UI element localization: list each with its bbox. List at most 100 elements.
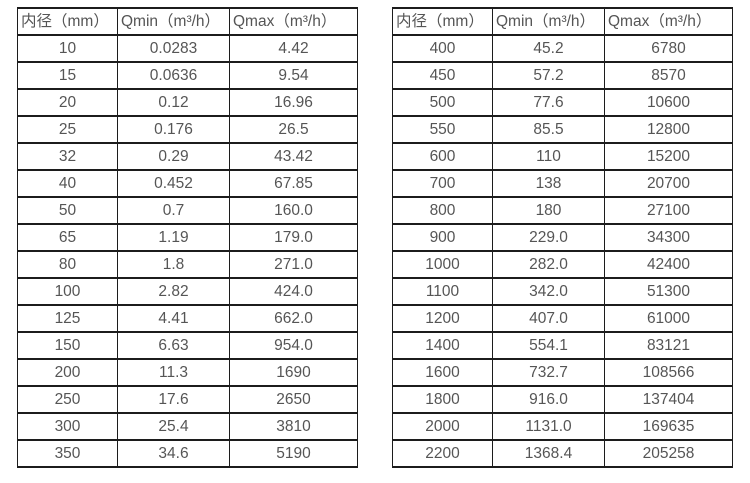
qmin-cell: 180 bbox=[492, 196, 605, 225]
table-row: 800 180 27100 bbox=[392, 196, 733, 225]
diameter-cell: 10 bbox=[17, 34, 118, 63]
qmax-cell: 67.85 bbox=[229, 169, 358, 198]
qmin-cell: 0.0283 bbox=[117, 34, 230, 63]
diameter-cell: 50 bbox=[17, 196, 118, 225]
qmax-cell: 160.0 bbox=[229, 196, 358, 225]
spec-table-right: 内径（mm） Qmin（m³/h） Qmax（m³/h） 400 45.2 6780… bbox=[392, 7, 733, 468]
header-row: 内径（mm） Qmin（m³/h） Qmax（m³/h） bbox=[392, 7, 733, 36]
qmin-cell: 2.82 bbox=[117, 277, 230, 306]
qmin-cell: 0.176 bbox=[117, 115, 230, 144]
qmax-cell: 51300 bbox=[604, 277, 733, 306]
diameter-cell: 40 bbox=[17, 169, 118, 198]
diameter-cell: 32 bbox=[17, 142, 118, 171]
qmax-cell: 8570 bbox=[604, 61, 733, 90]
qmin-cell: 1368.4 bbox=[492, 439, 605, 468]
diameter-cell: 900 bbox=[392, 223, 493, 252]
diameter-cell: 600 bbox=[392, 142, 493, 171]
table-row: 1800 916.0 137404 bbox=[392, 385, 733, 414]
qmin-cell: 916.0 bbox=[492, 385, 605, 414]
qmin-cell: 138 bbox=[492, 169, 605, 198]
diameter-cell: 1100 bbox=[392, 277, 493, 306]
qmax-cell: 662.0 bbox=[229, 304, 358, 333]
qmin-cell: 1.19 bbox=[117, 223, 230, 252]
qmax-cell: 20700 bbox=[604, 169, 733, 198]
diameter-cell: 500 bbox=[392, 88, 493, 117]
qmax-cell: 27100 bbox=[604, 196, 733, 225]
table-row: 65 1.19 179.0 bbox=[17, 223, 358, 252]
qmin-cell: 0.7 bbox=[117, 196, 230, 225]
qmax-cell: 137404 bbox=[604, 385, 733, 414]
header-inner-diameter: 内径（mm） bbox=[17, 7, 118, 36]
table-row: 32 0.29 43.42 bbox=[17, 142, 358, 171]
header-qmax: Qmax（m³/h） bbox=[604, 7, 733, 36]
table-row: 250 17.6 2650 bbox=[17, 385, 358, 414]
qmax-cell: 4.42 bbox=[229, 34, 358, 63]
diameter-cell: 2000 bbox=[392, 412, 493, 441]
qmin-cell: 1.8 bbox=[117, 250, 230, 279]
table-row: 25 0.176 26.5 bbox=[17, 115, 358, 144]
flow-table-small-diameters: 内径（mm） Qmin（m³/h） Qmax（m³/h） 10 0.0283 4.4… bbox=[17, 7, 358, 468]
diameter-cell: 2200 bbox=[392, 439, 493, 468]
diameter-cell: 350 bbox=[17, 439, 118, 468]
table-row: 550 85.5 12800 bbox=[392, 115, 733, 144]
diameter-cell: 1800 bbox=[392, 385, 493, 414]
table-row: 125 4.41 662.0 bbox=[17, 304, 358, 333]
table-row: 1200 407.0 61000 bbox=[392, 304, 733, 333]
table-row: 50 0.7 160.0 bbox=[17, 196, 358, 225]
qmax-cell: 26.5 bbox=[229, 115, 358, 144]
table-row: 150 6.63 954.0 bbox=[17, 331, 358, 360]
qmax-cell: 2650 bbox=[229, 385, 358, 414]
diameter-cell: 125 bbox=[17, 304, 118, 333]
qmax-cell: 43.42 bbox=[229, 142, 358, 171]
qmin-cell: 34.6 bbox=[117, 439, 230, 468]
diameter-cell: 15 bbox=[17, 61, 118, 90]
table-row: 2200 1368.4 205258 bbox=[392, 439, 733, 468]
table-row: 350 34.6 5190 bbox=[17, 439, 358, 468]
table-row: 15 0.0636 9.54 bbox=[17, 61, 358, 90]
qmax-cell: 34300 bbox=[604, 223, 733, 252]
table-row: 100 2.82 424.0 bbox=[17, 277, 358, 306]
diameter-cell: 450 bbox=[392, 61, 493, 90]
flow-table-large-diameters: 内径（mm） Qmin（m³/h） Qmax（m³/h） 400 45.2 6780… bbox=[392, 7, 733, 468]
table-row: 1000 282.0 42400 bbox=[392, 250, 733, 279]
table-row: 500 77.6 10600 bbox=[392, 88, 733, 117]
table-row: 600 110 15200 bbox=[392, 142, 733, 171]
diameter-cell: 1000 bbox=[392, 250, 493, 279]
diameter-cell: 65 bbox=[17, 223, 118, 252]
table-row: 20 0.12 16.96 bbox=[17, 88, 358, 117]
qmin-cell: 110 bbox=[492, 142, 605, 171]
qmin-cell: 229.0 bbox=[492, 223, 605, 252]
qmax-cell: 61000 bbox=[604, 304, 733, 333]
qmax-cell: 6780 bbox=[604, 34, 733, 63]
diameter-cell: 150 bbox=[17, 331, 118, 360]
table-row: 10 0.0283 4.42 bbox=[17, 34, 358, 63]
diameter-cell: 100 bbox=[17, 277, 118, 306]
qmax-cell: 1690 bbox=[229, 358, 358, 387]
header-row: 内径（mm） Qmin（m³/h） Qmax（m³/h） bbox=[17, 7, 358, 36]
header-qmin: Qmin（m³/h） bbox=[117, 7, 230, 36]
diameter-cell: 200 bbox=[17, 358, 118, 387]
diameter-cell: 300 bbox=[17, 412, 118, 441]
table-row: 2000 1131.0 169635 bbox=[392, 412, 733, 441]
table-row: 900 229.0 34300 bbox=[392, 223, 733, 252]
table-row: 450 57.2 8570 bbox=[392, 61, 733, 90]
qmax-cell: 954.0 bbox=[229, 331, 358, 360]
table-row: 400 45.2 6780 bbox=[392, 34, 733, 63]
diameter-cell: 80 bbox=[17, 250, 118, 279]
table-row: 700 138 20700 bbox=[392, 169, 733, 198]
qmin-cell: 342.0 bbox=[492, 277, 605, 306]
diameter-cell: 1400 bbox=[392, 331, 493, 360]
qmax-cell: 271.0 bbox=[229, 250, 358, 279]
qmax-cell: 42400 bbox=[604, 250, 733, 279]
qmax-cell: 10600 bbox=[604, 88, 733, 117]
header-qmin: Qmin（m³/h） bbox=[492, 7, 605, 36]
qmin-cell: 57.2 bbox=[492, 61, 605, 90]
table-row: 1600 732.7 108566 bbox=[392, 358, 733, 387]
diameter-cell: 700 bbox=[392, 169, 493, 198]
qmax-cell: 16.96 bbox=[229, 88, 358, 117]
spec-table-left: 内径（mm） Qmin（m³/h） Qmax（m³/h） 10 0.0283 4.4… bbox=[17, 7, 358, 468]
table-row: 1100 342.0 51300 bbox=[392, 277, 733, 306]
qmin-cell: 11.3 bbox=[117, 358, 230, 387]
diameter-cell: 25 bbox=[17, 115, 118, 144]
